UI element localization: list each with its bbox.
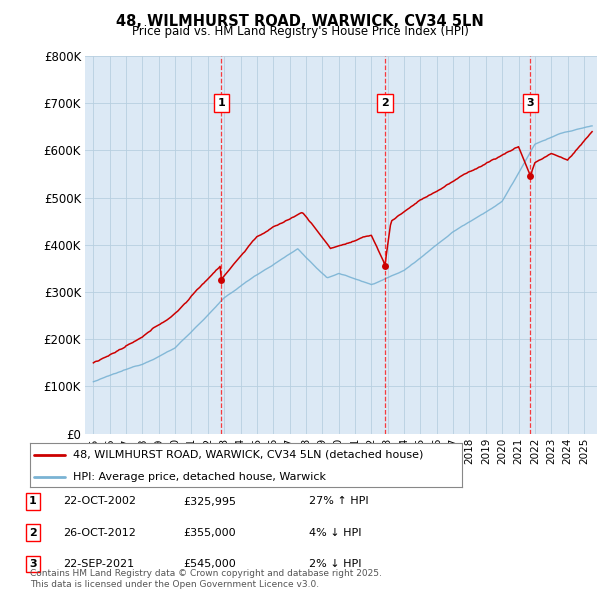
Text: 3: 3	[29, 559, 37, 569]
Text: 3: 3	[526, 99, 534, 108]
Text: 1: 1	[29, 497, 37, 506]
Text: 22-OCT-2002: 22-OCT-2002	[63, 497, 136, 506]
Text: 1: 1	[218, 99, 225, 108]
Text: 22-SEP-2021: 22-SEP-2021	[63, 559, 134, 569]
Text: £545,000: £545,000	[183, 559, 236, 569]
Text: Contains HM Land Registry data © Crown copyright and database right 2025.
This d: Contains HM Land Registry data © Crown c…	[30, 569, 382, 589]
Text: 2: 2	[29, 528, 37, 537]
Text: 48, WILMHURST ROAD, WARWICK, CV34 5LN (detached house): 48, WILMHURST ROAD, WARWICK, CV34 5LN (d…	[73, 450, 424, 460]
Text: 27% ↑ HPI: 27% ↑ HPI	[309, 497, 368, 506]
Text: Price paid vs. HM Land Registry's House Price Index (HPI): Price paid vs. HM Land Registry's House …	[131, 25, 469, 38]
Text: HPI: Average price, detached house, Warwick: HPI: Average price, detached house, Warw…	[73, 472, 326, 482]
Text: £325,995: £325,995	[183, 497, 236, 506]
Text: 2: 2	[381, 99, 389, 108]
Text: 26-OCT-2012: 26-OCT-2012	[63, 528, 136, 537]
Text: £355,000: £355,000	[183, 528, 236, 537]
Text: 2% ↓ HPI: 2% ↓ HPI	[309, 559, 361, 569]
Text: 4% ↓ HPI: 4% ↓ HPI	[309, 528, 361, 537]
Text: 48, WILMHURST ROAD, WARWICK, CV34 5LN: 48, WILMHURST ROAD, WARWICK, CV34 5LN	[116, 14, 484, 28]
